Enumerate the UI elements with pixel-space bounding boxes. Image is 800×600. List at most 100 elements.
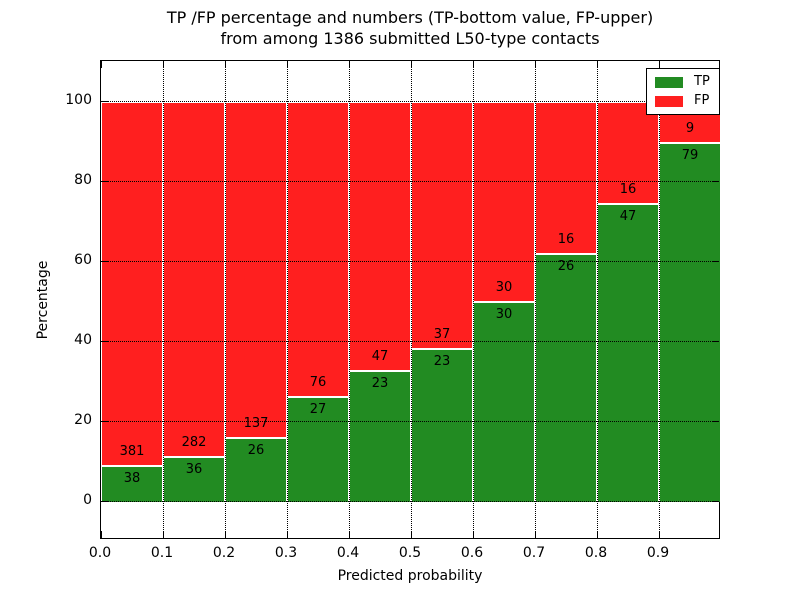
x-tick-label: 0.6 — [460, 545, 484, 561]
y-tick-mark-right — [712, 420, 719, 422]
bar-count-label-fp: 381 — [119, 443, 145, 459]
bar-segment-tp — [535, 253, 597, 502]
x-tick-mark — [100, 531, 102, 538]
x-tick-mark — [348, 531, 350, 538]
gridline-horizontal — [101, 181, 719, 182]
bar-count-label-fp: 16 — [619, 181, 637, 197]
x-tick-label: 0.1 — [150, 545, 174, 561]
bar-segment-fp — [535, 101, 597, 254]
bar-count-label-tp: 23 — [371, 375, 389, 391]
chart-title: TP /FP percentage and numbers (TP-bottom… — [20, 7, 800, 49]
x-tick-label: 0.0 — [88, 545, 112, 561]
x-tick-mark-top — [100, 61, 102, 68]
x-tick-mark-top — [658, 61, 660, 68]
x-tick-mark — [472, 531, 474, 538]
gridline-vertical — [162, 61, 164, 538]
chart-title-line1: TP /FP percentage and numbers (TP-bottom… — [166, 8, 654, 27]
gridline-vertical — [472, 61, 474, 538]
x-tick-mark — [410, 531, 412, 538]
bar-count-label-fp: 76 — [309, 375, 327, 391]
gridline-vertical — [224, 61, 226, 538]
bar-segment-tp — [225, 437, 287, 502]
bar-count-label-tp: 30 — [495, 307, 513, 322]
x-axis-label: Predicted probability — [337, 568, 483, 584]
y-tick-mark-right — [712, 500, 719, 502]
legend-label-tp: TP — [694, 74, 710, 89]
bar-segment-tp — [349, 369, 411, 502]
x-tick-mark-top — [348, 61, 350, 68]
bar-segment-fp — [597, 101, 659, 203]
x-tick-mark-top — [534, 61, 536, 68]
bar-segment-fp — [349, 101, 411, 370]
gridline-vertical — [534, 61, 536, 538]
bar-segment-tp — [287, 396, 349, 502]
bar-segment-fp — [473, 101, 535, 301]
x-tick-mark-top — [286, 61, 288, 68]
x-tick-mark-top — [596, 61, 598, 68]
gridline-horizontal — [101, 101, 719, 102]
bar-segment-fp — [287, 101, 349, 397]
y-tick-label: 20 — [74, 412, 92, 428]
y-tick-mark — [101, 420, 108, 422]
bar-segment-tp — [473, 301, 535, 502]
gridline-horizontal — [101, 501, 719, 502]
gridline-vertical — [658, 61, 660, 538]
bar-segment-tp — [659, 141, 721, 502]
bar-count-label-tp: 47 — [619, 208, 637, 224]
bar-count-label-tp: 38 — [123, 470, 141, 486]
y-tick-mark — [101, 260, 108, 262]
y-tick-label: 80 — [74, 172, 92, 188]
y-tick-mark — [101, 100, 108, 102]
bar-segment-tp — [163, 455, 225, 502]
x-tick-mark-top — [162, 61, 164, 68]
bar-count-label-fp: 30 — [495, 280, 513, 295]
bar-count-label-tp: 26 — [247, 443, 265, 459]
chart-title-line2: from among 1386 submitted L50-type conta… — [220, 29, 600, 48]
gridline-horizontal — [101, 421, 719, 422]
x-tick-label: 0.7 — [522, 545, 546, 561]
y-tick-mark-right — [712, 180, 719, 182]
bar-segment-fp — [411, 101, 473, 348]
y-tick-mark — [101, 180, 108, 182]
x-tick-mark — [534, 531, 536, 538]
x-tick-label: 0.3 — [274, 545, 298, 561]
gridline-horizontal — [101, 341, 719, 342]
y-tick-mark — [101, 500, 108, 502]
bar-segment-fp — [101, 101, 163, 465]
bar-count-label-fp: 37 — [433, 326, 451, 342]
legend-swatch-tp — [655, 76, 683, 88]
gridline-vertical — [410, 61, 412, 538]
y-tick-label: 60 — [74, 252, 92, 268]
bar-segment-tp — [411, 347, 473, 502]
legend-entry-fp: FP — [655, 94, 710, 108]
gridline-vertical — [286, 61, 288, 538]
legend-entry-tp: TP — [655, 75, 710, 89]
bar-count-label-fp: 282 — [181, 434, 207, 450]
gridline-vertical — [596, 61, 598, 538]
y-tick-mark-right — [712, 260, 719, 262]
x-tick-mark — [286, 531, 288, 538]
y-tick-label: 40 — [74, 332, 92, 348]
gridline-vertical — [348, 61, 350, 538]
y-axis-label: Percentage — [35, 260, 51, 340]
bar-count-label-tp: 26 — [557, 259, 575, 275]
bar-count-label-tp: 27 — [309, 402, 327, 418]
y-tick-mark-right — [712, 340, 719, 342]
bar-count-label-tp: 36 — [185, 461, 203, 477]
y-tick-label: 100 — [65, 92, 92, 108]
y-tick-mark — [101, 340, 108, 342]
x-tick-mark — [658, 531, 660, 538]
gridline-horizontal — [101, 261, 719, 262]
x-tick-mark-top — [472, 61, 474, 68]
bar-count-label-fp: 16 — [557, 232, 575, 248]
x-tick-mark-top — [410, 61, 412, 68]
plot-area: TP FP 381 38 282 36 137 26 76 27 47 23 37 23 30 30 16 2… — [100, 60, 721, 539]
legend-swatch-fp — [655, 95, 683, 107]
x-tick-mark — [596, 531, 598, 538]
legend: TP FP — [646, 68, 720, 115]
x-tick-label: 0.5 — [398, 545, 422, 561]
x-tick-label: 0.2 — [212, 545, 236, 561]
bar-count-label-fp: 47 — [371, 348, 389, 364]
x-tick-label: 0.8 — [584, 545, 608, 561]
